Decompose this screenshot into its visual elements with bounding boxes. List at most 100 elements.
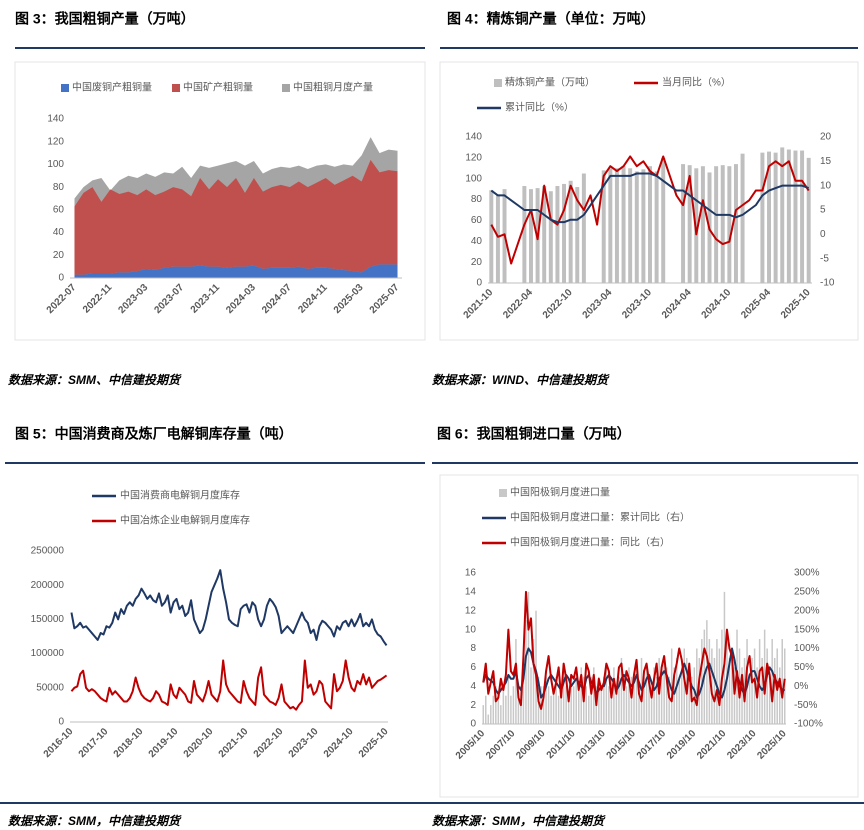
bar bbox=[542, 686, 545, 724]
bar bbox=[767, 151, 772, 283]
bar bbox=[645, 667, 648, 724]
y-tick-label: 140 bbox=[465, 132, 482, 143]
bar bbox=[718, 648, 721, 724]
y2-tick-label: -5 bbox=[820, 253, 829, 264]
bar bbox=[740, 153, 745, 283]
bar bbox=[497, 695, 500, 724]
x-tick-label: 2023-11 bbox=[189, 282, 223, 316]
x-tick-label: 2019-10 bbox=[147, 726, 181, 760]
x-tick-label: 2024-04 bbox=[660, 287, 694, 321]
bar bbox=[786, 149, 791, 283]
legend-swatch bbox=[172, 84, 180, 92]
bar bbox=[650, 686, 653, 724]
bar bbox=[733, 667, 736, 724]
bar bbox=[525, 620, 527, 724]
y2-tick-label: -50% bbox=[794, 700, 817, 711]
y2-tick-label: 10 bbox=[820, 180, 832, 191]
bar bbox=[552, 686, 555, 724]
y2-tick-label: 200% bbox=[794, 605, 820, 616]
x-tick-label: 2016-10 bbox=[42, 726, 76, 760]
bar bbox=[601, 170, 606, 283]
bar bbox=[620, 657, 623, 724]
figure-title: 图 4：精炼铜产量（单位：万吨） bbox=[447, 11, 655, 27]
bar bbox=[633, 676, 635, 724]
x-tick-label: 2005/10 bbox=[454, 728, 488, 762]
bar bbox=[512, 686, 515, 724]
bar bbox=[678, 676, 680, 724]
x-tick-label: 2022-10 bbox=[541, 287, 575, 321]
bar bbox=[575, 187, 580, 283]
bar bbox=[608, 168, 613, 283]
legend-swatch bbox=[499, 489, 507, 497]
bar bbox=[708, 639, 711, 724]
bar bbox=[720, 165, 725, 283]
y-tick-label: 120 bbox=[465, 152, 482, 163]
bar bbox=[630, 676, 633, 724]
bar bbox=[800, 150, 805, 283]
bar bbox=[528, 189, 533, 283]
bar bbox=[641, 169, 646, 283]
bar bbox=[535, 610, 537, 724]
x-tick-label: 2021-10 bbox=[462, 287, 496, 321]
source-note: 数据来源：SMM，中信建投期货 bbox=[432, 814, 606, 828]
x-tick-label: 2022-04 bbox=[501, 287, 535, 321]
bar bbox=[766, 648, 768, 724]
y-tick-label: 250000 bbox=[31, 546, 65, 557]
bar bbox=[489, 190, 494, 283]
y-tick-label: 50000 bbox=[36, 682, 64, 693]
bar bbox=[623, 676, 625, 724]
y-tick-label: 12 bbox=[465, 605, 477, 616]
y-tick-label: 100 bbox=[465, 173, 482, 184]
x-tick-label: 2024-10 bbox=[322, 726, 356, 760]
bar bbox=[634, 171, 639, 283]
bar bbox=[693, 667, 696, 724]
bar bbox=[598, 676, 600, 724]
bar bbox=[806, 157, 811, 283]
bar bbox=[733, 164, 738, 283]
y-tick-label: 0 bbox=[58, 717, 64, 728]
y-tick-label: 4 bbox=[470, 681, 476, 692]
bar bbox=[615, 686, 618, 724]
bar bbox=[507, 676, 510, 724]
source-note: 数据来源：SMM、中信建投期货 bbox=[8, 373, 182, 387]
y-tick-label: 20 bbox=[471, 257, 483, 268]
bar bbox=[661, 157, 666, 283]
panel bbox=[439, 474, 859, 798]
bar bbox=[780, 147, 785, 283]
bar bbox=[643, 676, 645, 724]
y-tick-label: 80 bbox=[53, 182, 65, 193]
y2-tick-label: 5 bbox=[820, 205, 826, 216]
bar bbox=[701, 639, 703, 724]
bar bbox=[603, 676, 605, 724]
y2-tick-label: -100% bbox=[794, 719, 823, 730]
bar bbox=[605, 667, 608, 724]
bar bbox=[773, 657, 776, 724]
y2-tick-label: 0 bbox=[820, 229, 826, 240]
bar bbox=[746, 639, 748, 724]
y-tick-label: 80 bbox=[471, 194, 483, 205]
bar bbox=[727, 166, 732, 283]
x-tick-label: 2017-10 bbox=[77, 726, 111, 760]
bar bbox=[621, 166, 626, 283]
bar bbox=[590, 676, 593, 724]
bar bbox=[610, 676, 613, 724]
bar bbox=[668, 676, 670, 724]
x-tick-label: 2025-10 bbox=[779, 287, 813, 321]
legend-swatch bbox=[494, 79, 502, 87]
bar bbox=[773, 152, 778, 283]
bar bbox=[585, 686, 588, 724]
y2-tick-label: 0% bbox=[794, 681, 809, 692]
bar bbox=[588, 695, 590, 724]
bar bbox=[510, 695, 512, 724]
bar bbox=[714, 166, 719, 283]
legend-label: 中国阳极铜月度进口量 bbox=[510, 486, 610, 499]
bar bbox=[572, 686, 575, 724]
x-tick-label: 2015/10 bbox=[605, 728, 639, 762]
line bbox=[70, 569, 388, 646]
y-tick-label: 0 bbox=[476, 278, 482, 289]
bar bbox=[548, 191, 553, 283]
x-tick-label: 2025-04 bbox=[739, 287, 773, 321]
x-tick-label: 2022-10 bbox=[252, 726, 286, 760]
legend-label: 中国废铜产粗铜量 bbox=[72, 81, 152, 94]
